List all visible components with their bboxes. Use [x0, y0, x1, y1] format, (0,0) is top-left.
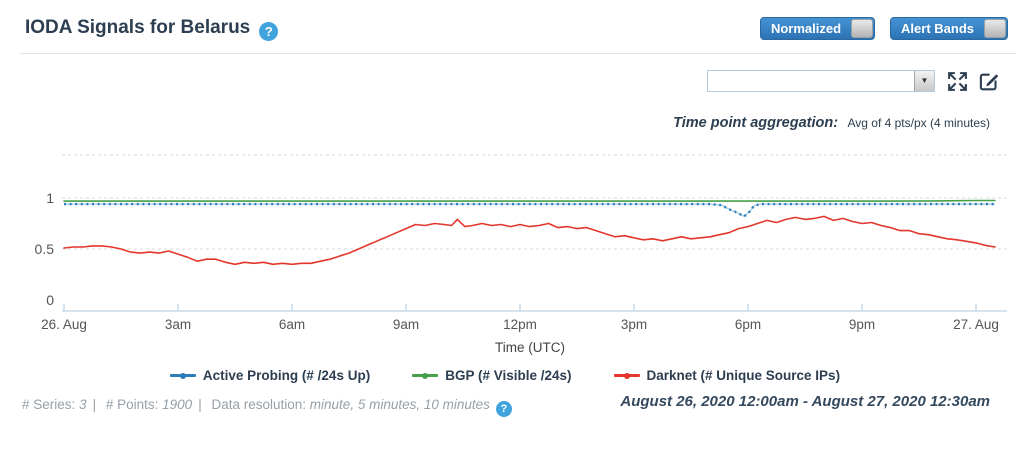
- edit-icon: [979, 73, 998, 91]
- legend-label: BGP (# Visible /24s): [445, 368, 572, 383]
- aggregation-note: Time point aggregation: Avg of 4 pts/px …: [673, 114, 990, 132]
- svg-text:9pm: 9pm: [849, 317, 875, 332]
- resolution-value: minute, 5 minutes, 10 minutes: [309, 397, 490, 412]
- svg-text:12pm: 12pm: [503, 317, 537, 332]
- legend-item-active-probing[interactable]: Active Probing (# /24s Up): [169, 368, 371, 383]
- bgp-line-icon: [412, 372, 439, 379]
- alert-bands-toggle[interactable]: Alert Bands: [890, 17, 1008, 40]
- normalized-toggle-label: Normalized: [770, 21, 842, 36]
- series-dropdown[interactable]: ▼: [707, 70, 935, 92]
- normalized-toggle[interactable]: Normalized: [759, 17, 876, 40]
- darknet-line-icon: [613, 372, 640, 379]
- header-toggles: Normalized Alert Bands: [759, 17, 1008, 40]
- svg-text:27. Aug: 27. Aug: [953, 317, 999, 332]
- series-dropdown-value: [708, 71, 914, 91]
- stats-help-icon[interactable]: ?: [495, 401, 512, 417]
- legend-item-bgp[interactable]: BGP (# Visible /24s): [412, 368, 572, 383]
- edit-chart-button[interactable]: [977, 70, 1000, 93]
- date-range: August 26, 2020 12:00am - August 27, 202…: [620, 393, 990, 410]
- svg-text:3pm: 3pm: [621, 317, 647, 332]
- series-count-label: # Series:: [22, 397, 76, 412]
- chart-stats: # Series: 3 | # Points: 1900 | Data resolu…: [22, 397, 512, 417]
- svg-text:26. Aug: 26. Aug: [41, 317, 87, 332]
- legend-label: Active Probing (# /24s Up): [202, 368, 371, 383]
- svg-text:0: 0: [46, 292, 54, 308]
- svg-text:9am: 9am: [393, 317, 419, 332]
- svg-text:6pm: 6pm: [735, 317, 761, 332]
- svg-text:1: 1: [46, 190, 54, 206]
- legend-label: Darknet (# Unique Source IPs): [646, 368, 841, 383]
- svg-text:6am: 6am: [279, 317, 305, 332]
- page-title-text: IODA Signals for Belarus: [25, 17, 251, 38]
- normalized-toggle-knob[interactable]: [851, 19, 874, 38]
- points-count-value: 1900: [162, 397, 193, 412]
- alert-bands-toggle-label: Alert Bands: [901, 21, 974, 36]
- aggregation-value: Avg of 4 pts/px (4 minutes): [847, 116, 990, 130]
- aggregation-label: Time point aggregation:: [673, 115, 839, 131]
- alert-bands-toggle-knob[interactable]: [984, 19, 1006, 38]
- points-count-label: # Points:: [105, 397, 159, 412]
- page-title: IODA Signals for Belarus?: [25, 17, 279, 41]
- expand-icon: [948, 72, 967, 91]
- signals-chart[interactable]: 0 0.5 1 26. Aug 3am 6am 9am 12pm 3pm 6pm 9pm 27. Au…: [0, 140, 1024, 366]
- svg-text:3am: 3am: [165, 317, 191, 332]
- header-divider: [20, 53, 1016, 54]
- series-count-value: 3: [79, 397, 87, 412]
- legend-item-darknet[interactable]: Darknet (# Unique Source IPs): [613, 368, 841, 383]
- chart-legend: Active Probing (# /24s Up) BGP (# Visibl…: [0, 368, 1010, 383]
- expand-chart-button[interactable]: [946, 70, 969, 93]
- title-help-icon[interactable]: ?: [259, 22, 279, 41]
- svg-text:0.5: 0.5: [35, 241, 55, 257]
- active-probing-line-icon: [169, 372, 196, 379]
- resolution-label: Data resolution:: [211, 397, 307, 412]
- dropdown-arrow-icon[interactable]: ▼: [914, 71, 934, 91]
- svg-text:Time (UTC): Time (UTC): [495, 340, 565, 355]
